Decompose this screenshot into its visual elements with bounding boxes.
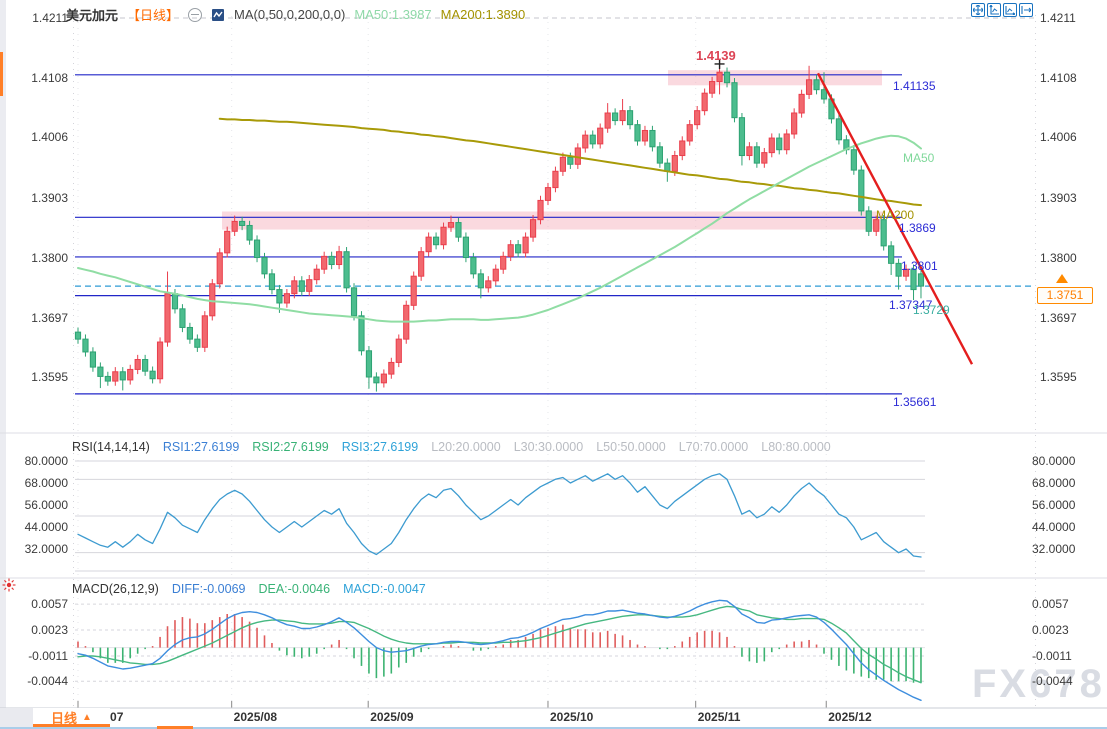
- chart-toolbar: [971, 3, 1033, 17]
- swing-high-label: 1.4139: [696, 48, 736, 63]
- panel-expand-icon[interactable]: [1019, 3, 1033, 17]
- axis-label: 1.4006: [31, 130, 68, 145]
- current-price-badge: 1.3751: [1037, 287, 1093, 304]
- scrollbar-thumb[interactable]: [157, 726, 193, 729]
- resistance-label-141135: 1.41135: [893, 79, 936, 93]
- axis-label: 68.0000: [24, 475, 68, 490]
- support-label-135661: 1.35661: [893, 395, 937, 409]
- symbol-title: 美元加元: [66, 8, 119, 23]
- macd-legend: MACD(26,12,9) DIFF:-0.0069 DEA:-0.0046 MACD…: [72, 582, 426, 596]
- period-tab-label: 日线: [51, 711, 78, 726]
- axis-label: -0.0011: [1032, 648, 1072, 663]
- y-axis-scale-icon[interactable]: [987, 3, 1001, 17]
- legend-item: MACD:-0.0047: [343, 582, 426, 596]
- axis-label: 0.0057: [1032, 597, 1069, 612]
- axis-label: 56.0000: [1032, 497, 1076, 512]
- axis-label: -0.0011: [28, 648, 68, 663]
- axis-label: 44.0000: [1032, 519, 1076, 534]
- legend-item: RSI2:27.6199: [252, 440, 329, 454]
- axis-label: 1.4211: [32, 11, 68, 25]
- axis-label: 1.3595: [1040, 370, 1077, 384]
- tab-active-underline: [33, 724, 110, 727]
- level-label-13801: 1.3801: [901, 259, 938, 273]
- alert-sun-icon: [2, 578, 16, 592]
- ma-settings-label: MA(0,50,0,200,0,0): [234, 7, 346, 22]
- chart-header: 美元加元 【日线】 MA(0,50,0,200,0,0) MA50:1.3987…: [66, 5, 525, 24]
- legend-item: RSI3:27.6199: [341, 440, 419, 454]
- legend-item: DIFF:-0.0069: [171, 582, 246, 596]
- axis-label: 0.0023: [31, 623, 68, 638]
- axis-label: 1.3697: [31, 310, 68, 325]
- rsi-legend: RSI(14,14,14) RSI1:27.6199 RSI2:27.6199 RSI…: [72, 440, 831, 454]
- axis-label: 1.3800: [1040, 250, 1077, 265]
- x-axis-label: 2025/08: [233, 710, 278, 724]
- ma200-tag: MA200: [876, 208, 915, 222]
- axis-label: 1.3903: [31, 190, 68, 205]
- price-up-arrow-icon: [1056, 274, 1068, 283]
- axis-label: 1.3697: [1040, 310, 1077, 325]
- axis-label: 0.0057: [31, 597, 68, 612]
- axis-label: 80.0000: [1032, 454, 1076, 468]
- x-axis-label: 2025/12: [828, 710, 872, 724]
- legend-item: L30:30.0000: [513, 440, 584, 454]
- legend-item: L20:20.0000: [431, 440, 501, 454]
- legend-item: RSI(14,14,14): [72, 440, 150, 454]
- axis-label: 1.3800: [31, 250, 68, 265]
- legend-item: RSI1:27.6199: [162, 440, 240, 454]
- axis-label: 68.0000: [1032, 475, 1076, 490]
- left-edge-strip: [0, 0, 6, 729]
- axis-label: 80.0000: [24, 454, 68, 468]
- move-crosshair-icon[interactable]: [971, 3, 985, 17]
- axis-label: 1.4108: [1040, 71, 1077, 86]
- period-tag[interactable]: 【日线】: [127, 8, 180, 23]
- minus-circle-icon[interactable]: [188, 7, 203, 22]
- bottom-left-corner: [0, 708, 34, 729]
- legend-item: MACD(26,12,9): [72, 582, 159, 596]
- indicator-chart-icon[interactable]: [211, 8, 225, 22]
- legend-item: DEA:-0.0046: [258, 582, 331, 596]
- x-axis-label: 2025/10: [549, 710, 594, 724]
- period-tab-daily[interactable]: 日线 ▲: [33, 708, 110, 727]
- axis-label: 44.0000: [24, 519, 68, 534]
- x-axis-scale-icon[interactable]: [1003, 3, 1017, 17]
- legend-item: L80:80.0000: [761, 440, 831, 454]
- legend-item: L50:50.0000: [596, 440, 666, 454]
- axis-label: -0.0044: [1032, 674, 1073, 689]
- axis-label: -0.0044: [27, 674, 68, 689]
- axis-label: 1.3903: [1040, 190, 1077, 205]
- axis-label: 1.3595: [31, 370, 68, 384]
- axis-label: 0.0023: [1032, 623, 1069, 638]
- axis-label: 1.4006: [1040, 130, 1077, 145]
- ma50-value-label: MA50:1.3987: [354, 7, 432, 22]
- axis-label: 1.4211: [1040, 11, 1076, 25]
- axis-label: 32.0000: [1032, 541, 1076, 556]
- left-orange-marker: [0, 52, 3, 96]
- watermark: FX678: [972, 662, 1105, 706]
- chevron-up-icon: ▲: [82, 712, 92, 723]
- axis-label: 1.4108: [31, 71, 68, 86]
- ma50-tag: MA50: [903, 151, 935, 165]
- x-axis-label: 2025/09: [370, 710, 414, 724]
- bottom-border-line: [0, 727, 1107, 729]
- ma200-value-label: MA200:1.3890: [440, 7, 526, 22]
- axis-label: 56.0000: [24, 497, 68, 512]
- legend-item: L70:70.0000: [678, 440, 749, 454]
- support-label-13729: 1.3729: [913, 303, 950, 317]
- level-label-13869: 1.3869: [899, 221, 936, 235]
- axis-label: 32.0000: [24, 541, 68, 556]
- support-label-137347: 1.37347: [889, 298, 933, 312]
- x-axis-label: 2025/11: [697, 710, 741, 724]
